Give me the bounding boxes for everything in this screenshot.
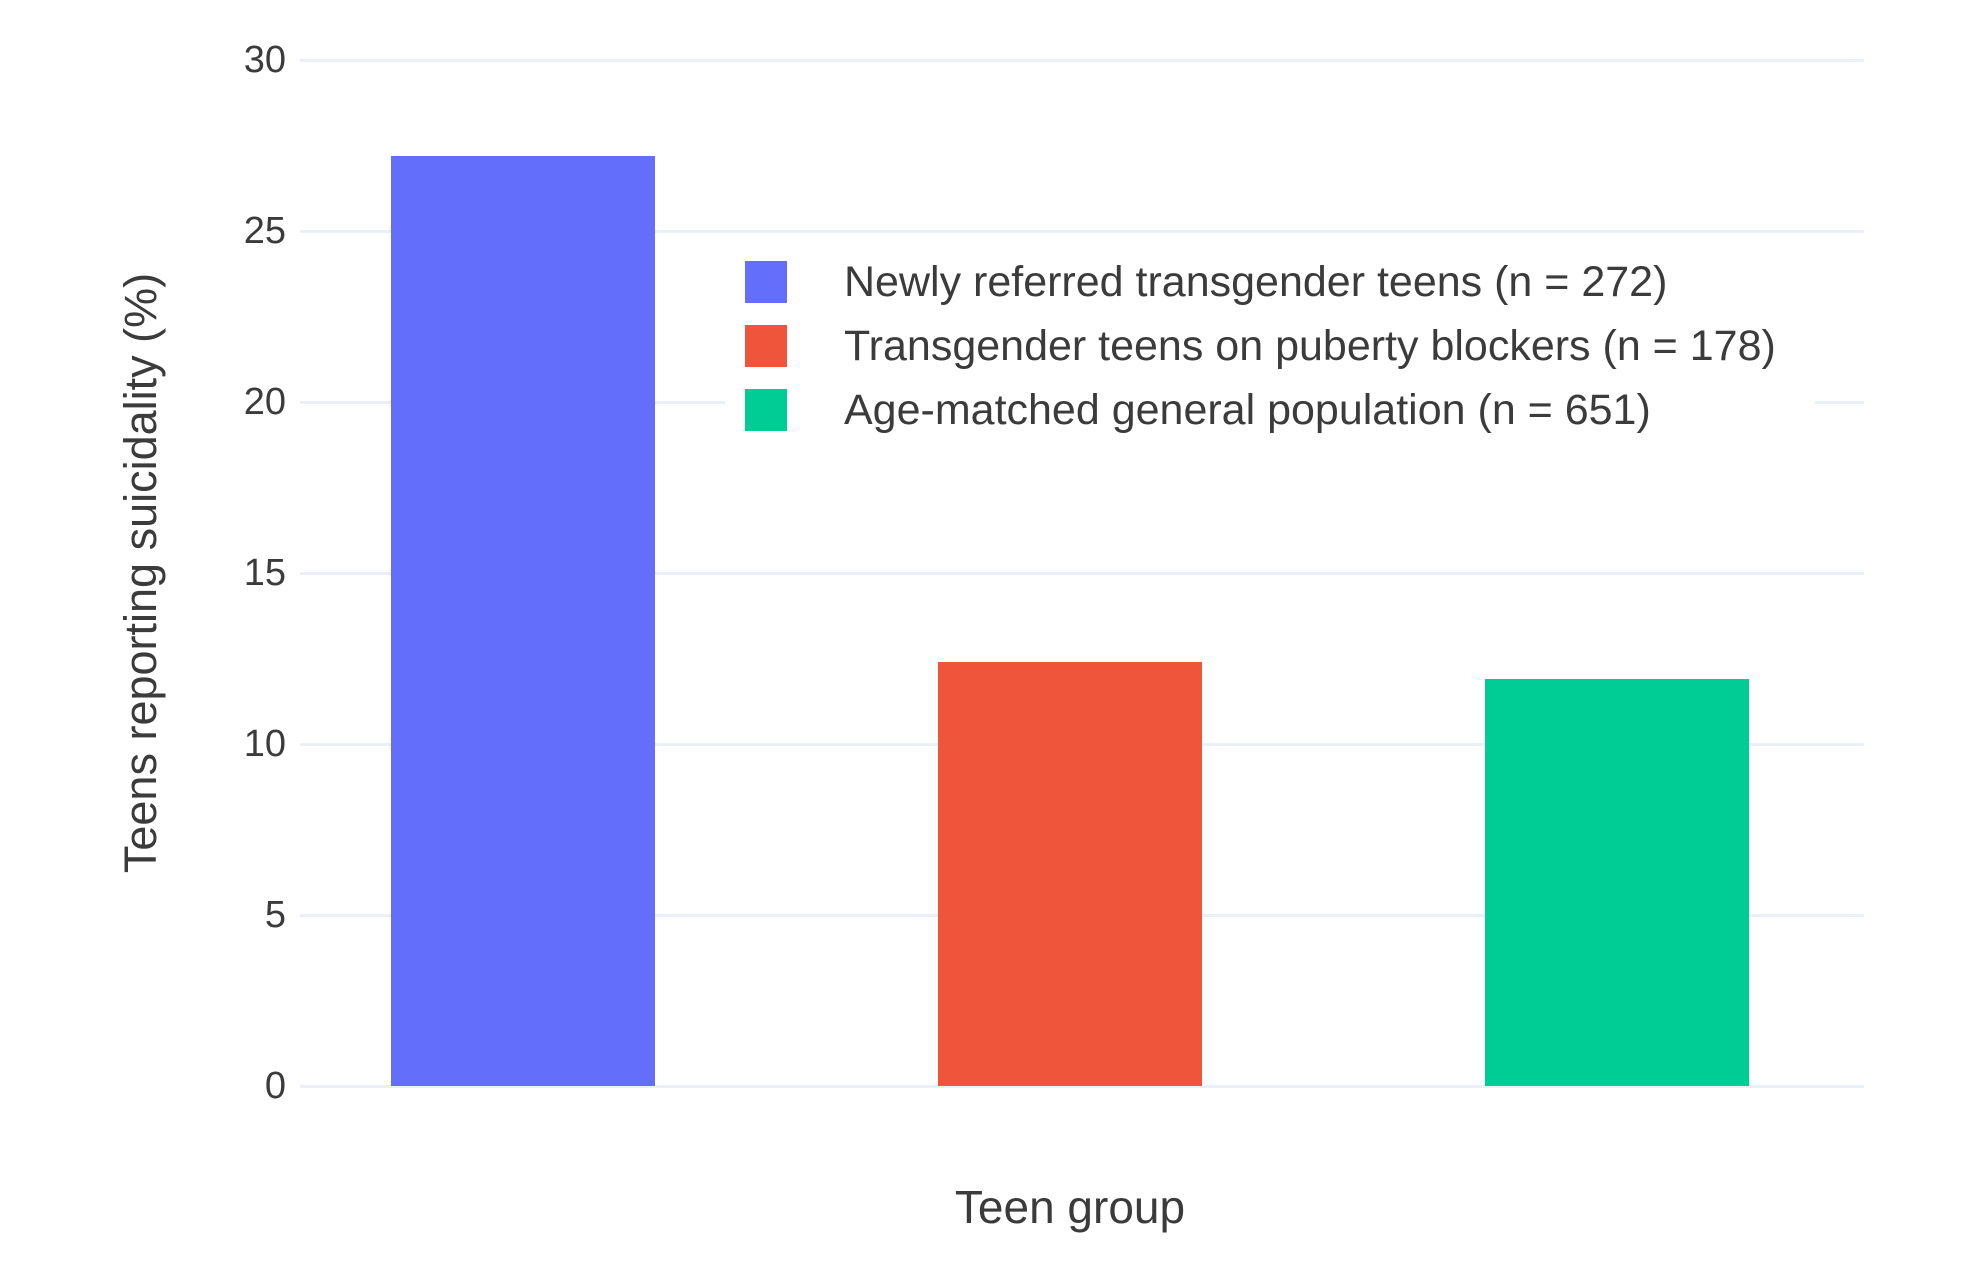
- legend-label: Age-matched general population (n = 651): [844, 385, 1651, 434]
- gridline-0: [300, 1085, 1864, 1088]
- y-tick-label-30: 30: [243, 39, 286, 81]
- legend-swatch-icon: [745, 325, 787, 367]
- legend-swatch-icon: [745, 261, 787, 303]
- y-tick-label-0: 0: [264, 1065, 286, 1107]
- legend-label: Newly referred transgender teens (n = 27…: [844, 257, 1668, 306]
- y-tick-label-25: 25: [243, 210, 286, 252]
- legend-item-transgender-teens-on-puberty-blockers-n-178[interactable]: Transgender teens on puberty blockers (n…: [725, 315, 1815, 377]
- y-axis-title: Teens reporting suicidality (%): [115, 272, 166, 874]
- y-tick-label-20: 20: [243, 381, 286, 423]
- legend-item-newly-referred-transgender-teens-n-272[interactable]: Newly referred transgender teens (n = 27…: [725, 251, 1815, 313]
- legend-item-age-matched-general-population-n-651[interactable]: Age-matched general population (n = 651): [725, 379, 1815, 441]
- legend-label: Transgender teens on puberty blockers (n…: [844, 321, 1776, 370]
- legend-swatch-icon: [745, 389, 787, 431]
- gridline-25: [300, 230, 1864, 233]
- y-tick-label-10: 10: [243, 723, 286, 765]
- gridline-30: [300, 59, 1864, 62]
- y-tick-label-15: 15: [243, 552, 286, 594]
- y-tick-label-5: 5: [264, 894, 286, 936]
- x-axis-title: Teen group: [954, 1181, 1186, 1233]
- legend: Newly referred transgender teens (n = 27…: [725, 240, 1815, 446]
- gridline-15: [300, 572, 1864, 575]
- bar-transgender-teens-on-puberty-blockers-n-178[interactable]: [938, 662, 1202, 1086]
- bar-newly-referred-transgender-teens-n-272[interactable]: [391, 156, 655, 1086]
- bar-age-matched-general-population-n-651[interactable]: [1485, 679, 1749, 1086]
